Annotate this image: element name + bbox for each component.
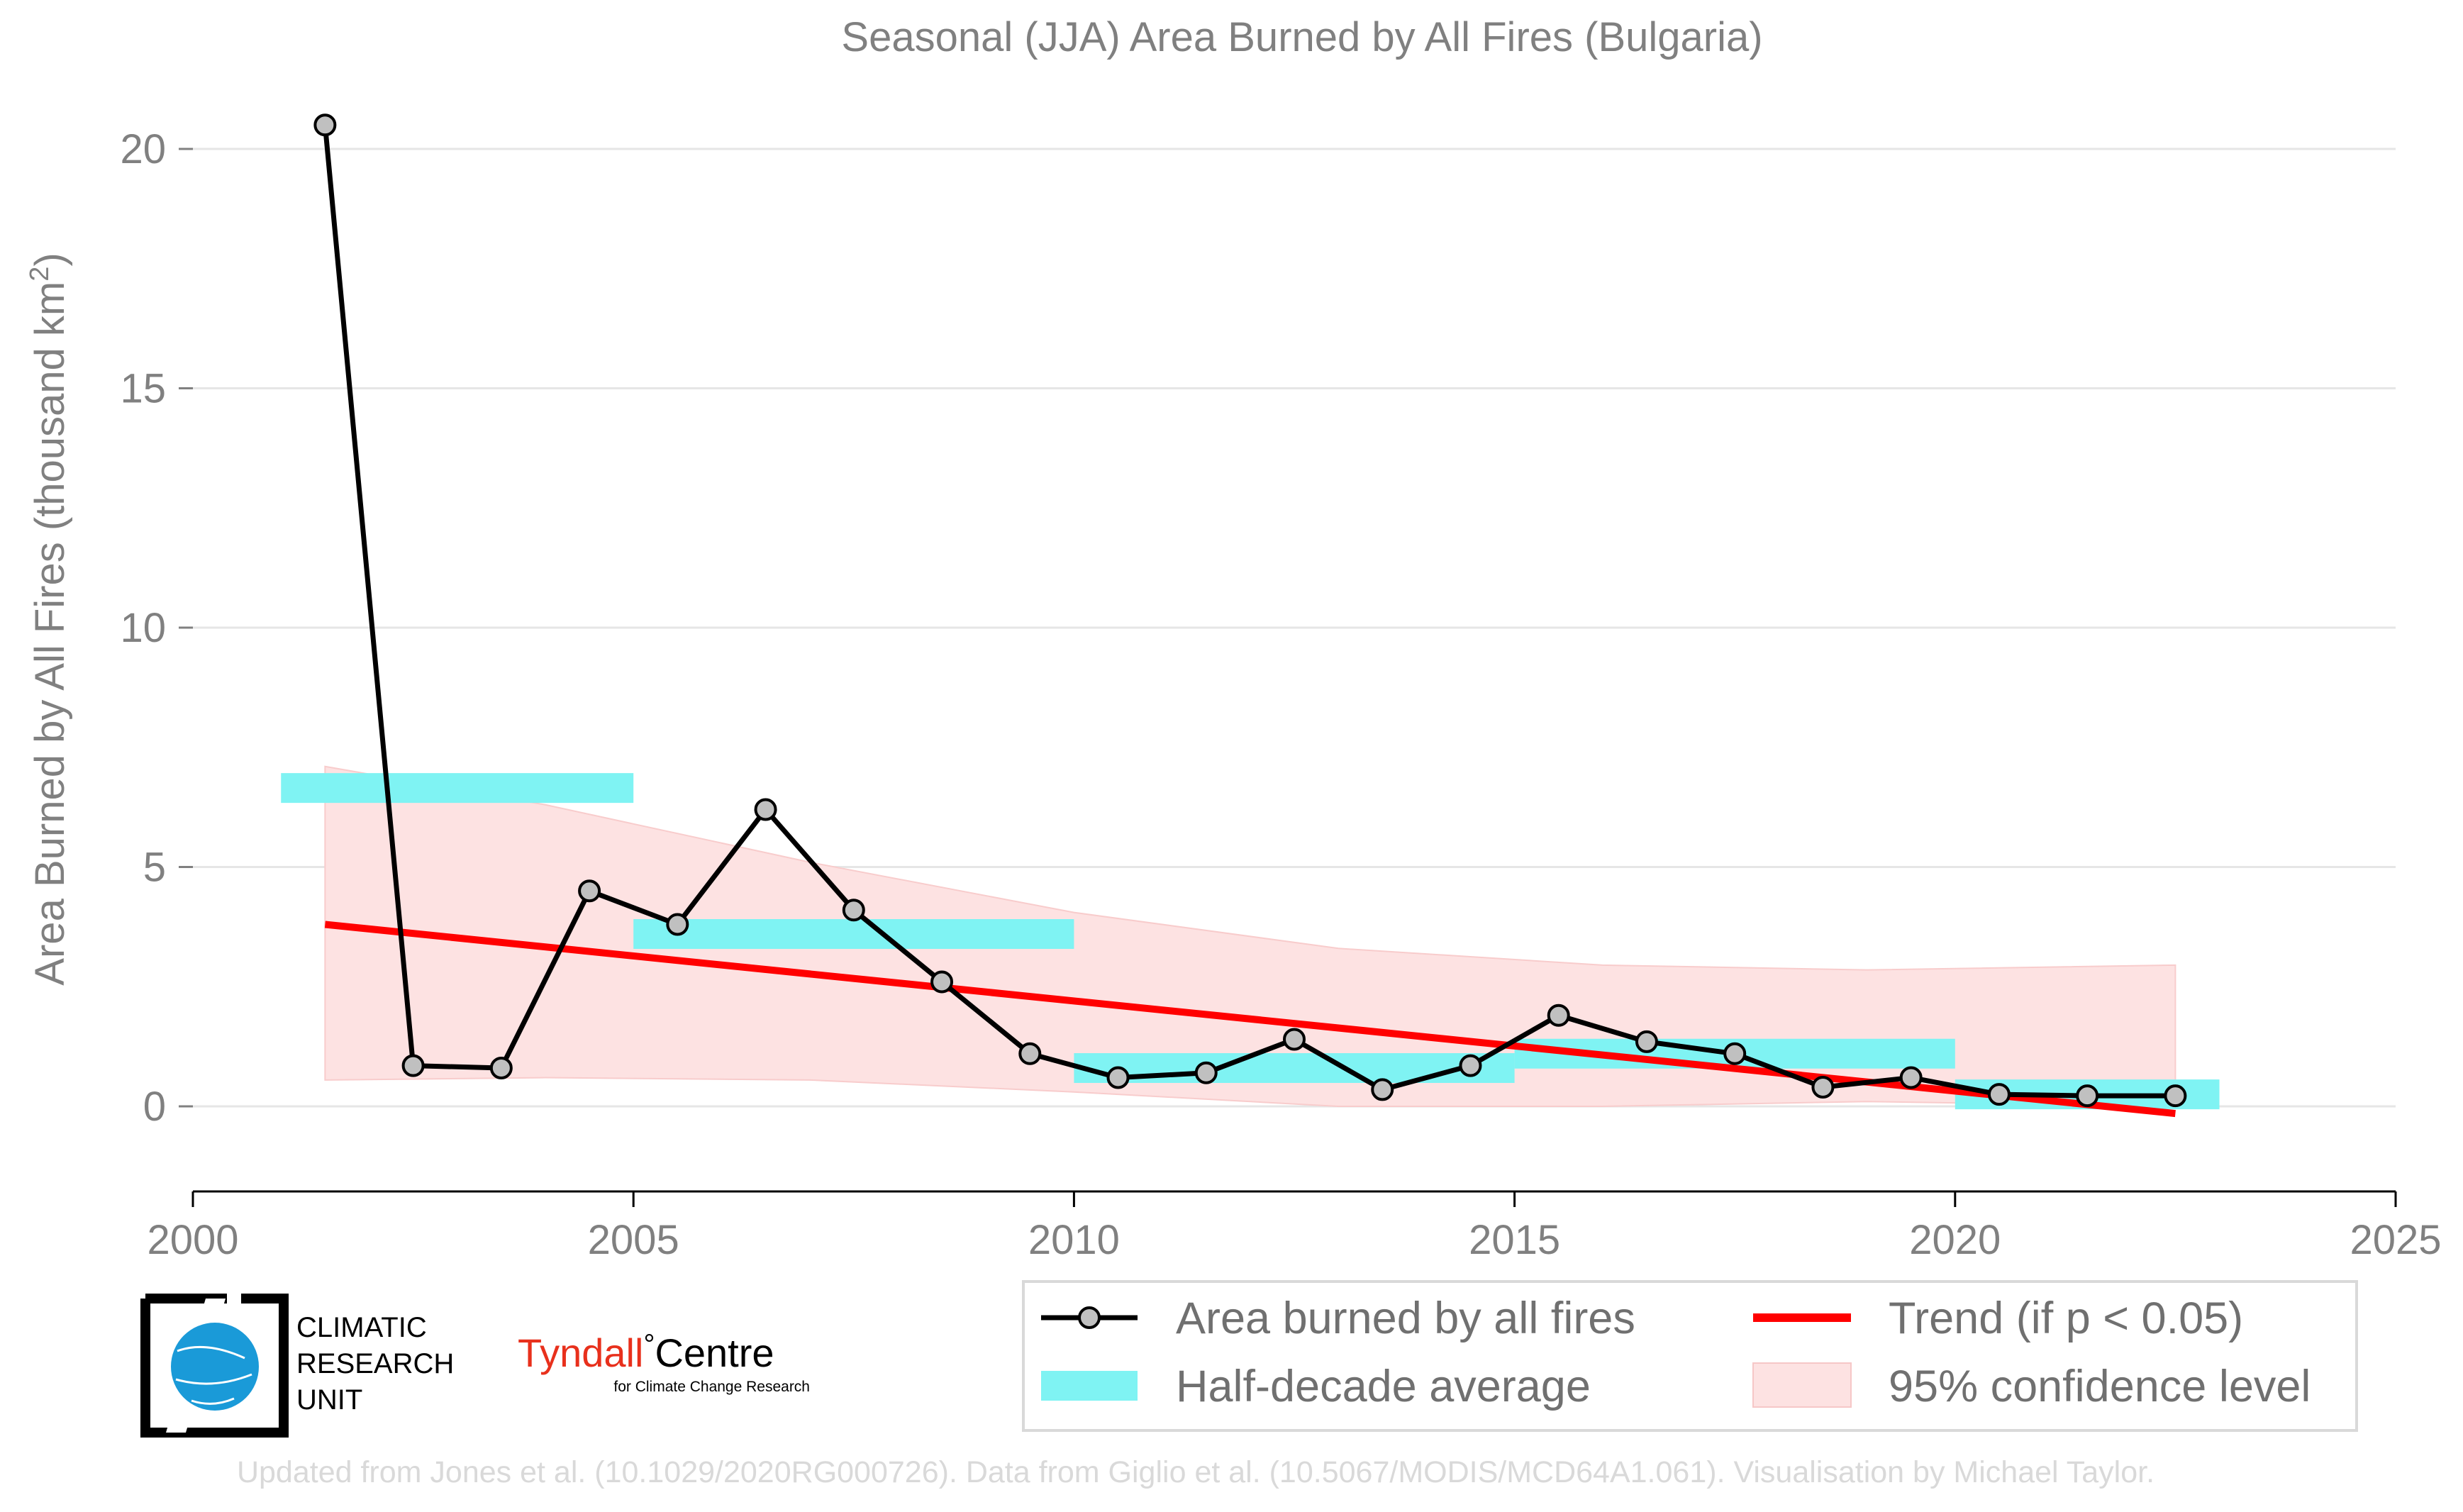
y-tick-label-15: 15 — [120, 366, 166, 412]
data-point-2008.5 — [930, 970, 954, 994]
data-point-2019.5 — [1899, 1066, 1923, 1089]
data-point-2013.5 — [1371, 1078, 1394, 1101]
tyndall-logo: Tyndall°Centre for Climate Change Resear… — [518, 1329, 810, 1395]
data-point-2006.5 — [754, 798, 777, 821]
globe-icon — [171, 1323, 259, 1411]
data-point-2022.5 — [2164, 1084, 2187, 1108]
y-axis-label-main: Area Burned by All Fires (thousand km — [27, 282, 73, 986]
x-tick-label-2015: 2015 — [1469, 1217, 1560, 1263]
series-line-0 — [322, 124, 2176, 1099]
legend-label-confidence: 95% confidence level — [1889, 1362, 2311, 1411]
x-tick-label-2000: 2000 — [147, 1217, 238, 1263]
y-axis-label-sup: 2 — [25, 267, 55, 282]
legend-item-observed: Area burned by all fires — [1041, 1294, 1635, 1343]
legend-item-confidence: 95% confidence level — [1752, 1362, 2311, 1411]
legend: Area burned by all fires Trend (if p < 0… — [1022, 1280, 2358, 1432]
data-point-2003.5 — [489, 1057, 513, 1079]
half-decade-bar-0 — [281, 773, 634, 804]
cru-logo-line2: RESEARCH — [296, 1348, 454, 1379]
cru-logo: CLIMATIC RESEARCH UNIT — [140, 1294, 454, 1438]
tyndall-logo-sub: for Climate Change Research — [613, 1379, 810, 1395]
data-point-2016.5 — [1635, 1030, 1658, 1053]
legend-item-trend: Trend (if p < 0.05) — [1753, 1294, 2243, 1343]
data-point-2015.5 — [1547, 1004, 1570, 1027]
credit-text: Updated from Jones et al. (10.1029/2020R… — [237, 1455, 2155, 1489]
x-tick-label-2005: 2005 — [588, 1217, 679, 1263]
x-tick-label-2025: 2025 — [2350, 1217, 2441, 1263]
data-point-2005.5 — [666, 913, 689, 936]
legend-item-half-decade: Half-decade average — [1041, 1362, 1591, 1411]
data-point-2014.5 — [1459, 1054, 1482, 1077]
data-point-2011.5 — [1194, 1061, 1218, 1084]
tyndall-logo-part1: Tyndall — [518, 1330, 643, 1375]
tyndall-logo-degree: ° — [643, 1329, 655, 1360]
data-point-2002.5 — [401, 1054, 425, 1077]
axes: 0 5 10 15 20 2000 2005 2010 2015 2020 2025 — [120, 126, 2441, 1263]
cru-logo-line1: CLIMATIC — [296, 1312, 427, 1343]
y-axis-label: Area Burned by All Fires (thousand km2) — [25, 252, 73, 985]
y-axis-label-end: ) — [27, 252, 73, 266]
data-point-2021.5 — [2076, 1084, 2099, 1108]
data-point-2010.5 — [1106, 1066, 1130, 1089]
data-point-2018.5 — [1811, 1076, 1835, 1099]
y-tick-label-0: 0 — [143, 1084, 166, 1130]
cru-logo-line3: UNIT — [296, 1384, 362, 1416]
y-tick-label-5: 5 — [143, 845, 166, 891]
half-decade-bar-1 — [633, 919, 1074, 949]
tyndall-logo-part2: Centre — [655, 1330, 774, 1375]
svg-text:Tyndall°Centre: Tyndall°Centre — [518, 1329, 774, 1375]
data-point-2020.5 — [1987, 1083, 2011, 1106]
x-tick-label-2010: 2010 — [1028, 1217, 1120, 1263]
legend-label-half-decade: Half-decade average — [1176, 1362, 1591, 1411]
legend-label-observed: Area burned by all fires — [1176, 1294, 1635, 1343]
chart-title: Seasonal (JJA) Area Burned by All Fires … — [841, 14, 1762, 60]
y-tick-label-20: 20 — [120, 126, 166, 172]
data-point-2004.5 — [578, 879, 601, 903]
data-point-2001.5 — [313, 113, 337, 137]
y-tick-label-10: 10 — [120, 605, 166, 651]
data-point-2012.5 — [1283, 1028, 1306, 1051]
legend-label-trend: Trend (if p < 0.05) — [1889, 1294, 2243, 1343]
data-point-2009.5 — [1018, 1042, 1042, 1065]
x-tick-label-2020: 2020 — [1909, 1217, 2001, 1263]
series-layer — [313, 113, 2187, 1108]
data-point-2017.5 — [1723, 1042, 1747, 1065]
data-point-2007.5 — [842, 899, 865, 922]
